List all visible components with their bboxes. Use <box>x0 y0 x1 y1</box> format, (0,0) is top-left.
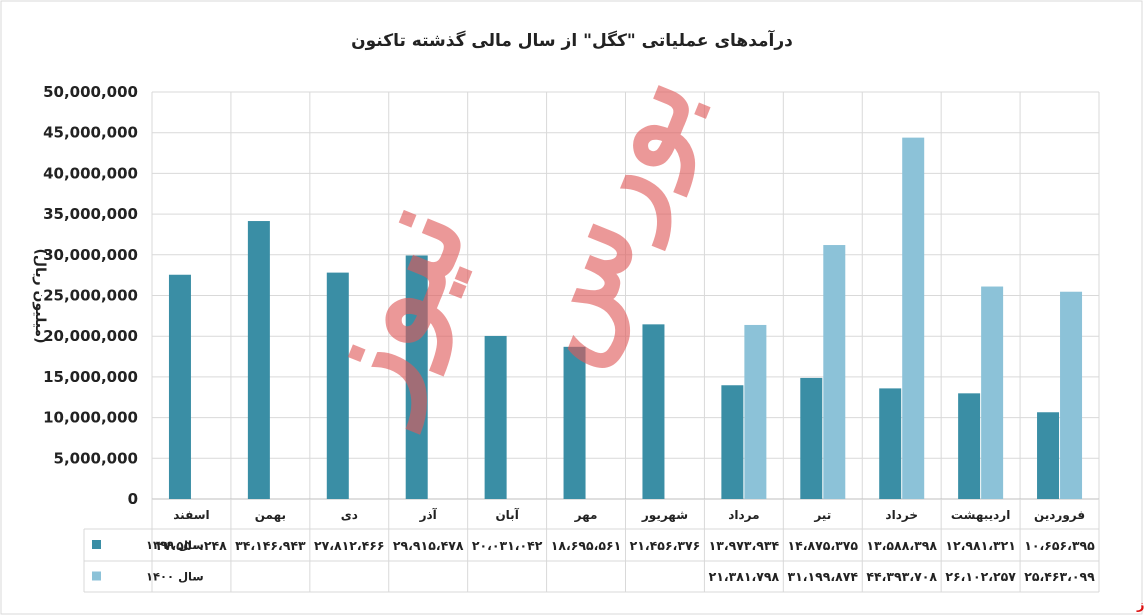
legend-label: سال ۱۴۰۰ <box>146 570 204 584</box>
bar-1399 <box>168 274 191 499</box>
x-tick-label: آذر <box>419 507 438 522</box>
y-tick-label: 15,000,000 <box>43 368 138 386</box>
data-label-1399: ۳۴،۱۴۶،۹۴۳ <box>235 538 306 553</box>
bar-1399 <box>563 346 586 499</box>
data-label-1399: ۱۸،۶۹۵،۵۶۱ <box>551 538 622 553</box>
legend-label: سال ۱۳۹۹ <box>146 538 204 552</box>
data-label-1400: ۴۴،۳۹۳،۷۰۸ <box>866 569 937 584</box>
y-tick-label: 5,000,000 <box>54 449 138 467</box>
x-tick-label: فروردین <box>1034 508 1085 523</box>
data-label-1399: ۱۳،۹۷۳،۹۳۴ <box>709 538 780 553</box>
data-label-1400: ۲۵،۴۶۳،۰۹۹ <box>1024 569 1095 584</box>
data-label-1399: ۱۳،۵۸۸،۳۹۸ <box>866 538 937 553</box>
y-tick-label: 30,000,000 <box>43 246 138 264</box>
y-axis-label: (میلیون ریال) <box>32 249 48 344</box>
data-label-1400: ۲۶،۱۰۲،۲۵۷ <box>945 569 1016 584</box>
data-label-1399: ۱۰،۶۵۶،۳۹۵ <box>1024 538 1095 553</box>
plot-area: 0 5,000,000 10,000,000 15,000,000 20,000,000… <box>43 83 1100 508</box>
y-tick-label: 20,000,000 <box>43 327 138 345</box>
y-tick-label: 45,000,000 <box>43 124 138 142</box>
y-tick-label: 40,000,000 <box>43 164 138 182</box>
data-label-1399: ۱۴،۸۷۵،۳۷۵ <box>788 538 859 553</box>
y-tick-label: 35,000,000 <box>43 205 138 223</box>
data-label-1400: ۲۱،۳۸۱،۷۹۸ <box>709 569 780 584</box>
x-tick-label: مهر <box>574 508 598 522</box>
data-label-1399: ۲۷،۵۵۰،۲۴۸ <box>156 538 227 553</box>
bar-1400 <box>744 324 767 499</box>
y-tick-label: 10,000,000 <box>43 409 138 427</box>
x-tick-label: دی <box>341 508 358 522</box>
data-label-1399: ۲۹،۹۱۵،۴۷۸ <box>393 538 464 553</box>
x-tick-label: اسفند <box>173 508 209 522</box>
source-label: بورس نیوز <box>1136 598 1144 613</box>
y-tick-label: 0 <box>128 490 138 508</box>
x-tick-label: بهمن <box>255 508 286 522</box>
data-label-1399: ۲۱،۴۵۶،۳۷۶ <box>630 538 701 553</box>
bar-1400 <box>1060 291 1083 499</box>
x-tick-label: تیر <box>813 508 831 522</box>
x-tick-label: آبان <box>495 507 519 522</box>
bar-1399 <box>958 393 981 499</box>
x-tick-label: اردیبهشت <box>951 508 1010 522</box>
data-label-1399: ۲۷،۸۱۲،۴۶۶ <box>314 538 385 553</box>
x-tick-label: شهریور <box>641 508 688 523</box>
x-tick-label: خرداد <box>885 508 918 522</box>
bar-1400 <box>902 137 925 499</box>
bar-1399 <box>879 388 902 499</box>
bar-1399 <box>247 221 270 499</box>
data-label-1399: ۲۰،۰۳۱،۰۴۲ <box>472 538 543 553</box>
bar-1399 <box>1037 412 1060 499</box>
bar-1399 <box>800 377 823 499</box>
y-tick-label: 50,000,000 <box>43 83 138 101</box>
chart-title: درآمدهای عملیاتی "کگل" از سال مالی گذشته… <box>351 29 793 51</box>
data-table: فروردین ۱۰،۶۵۶،۳۹۵ ۲۵،۴۶۳،۰۹۹ اردیبهشت ۱۲،۹۸… <box>83 499 1100 593</box>
bar-1399 <box>721 385 744 499</box>
legend-swatch-1399 <box>92 540 101 549</box>
bar-1399 <box>326 272 349 499</box>
bar-1399 <box>405 255 428 499</box>
bar-1400 <box>981 286 1004 499</box>
data-label-1400: ۳۱،۱۹۹،۸۷۴ <box>788 569 859 584</box>
legend-swatch-1400 <box>92 571 101 581</box>
bar-1399 <box>642 324 665 499</box>
bar-1400 <box>823 245 846 499</box>
y-tick-label: 25,000,000 <box>43 287 138 305</box>
bar-1399 <box>484 335 507 499</box>
x-tick-label: مرداد <box>728 508 759 522</box>
data-label-1399: ۱۲،۹۸۱،۳۲۱ <box>945 538 1016 553</box>
